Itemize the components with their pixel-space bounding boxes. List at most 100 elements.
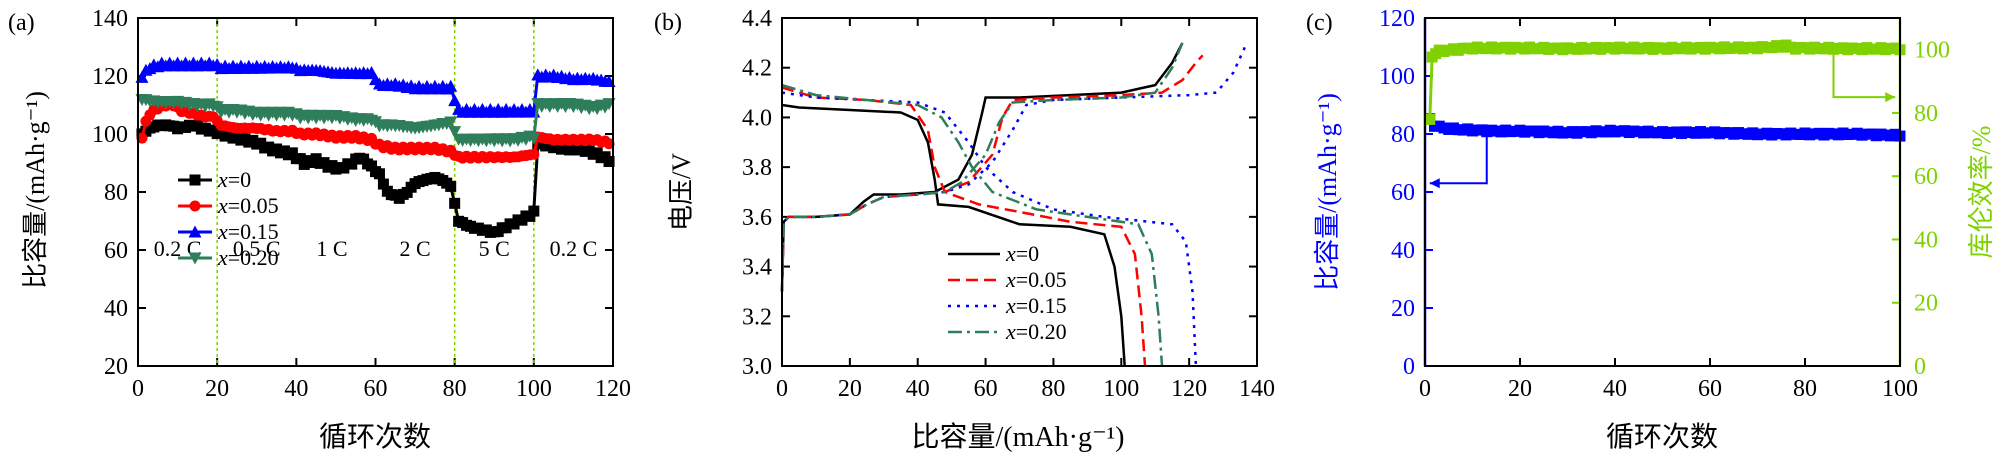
panel-b-legend-label: x=0 bbox=[1005, 241, 1039, 266]
panel-b-discharge-curve bbox=[781, 103, 1126, 367]
panel-a-legend-label: x=0.15 bbox=[217, 219, 279, 244]
panel-c-frame bbox=[1424, 17, 1901, 367]
panel-c-y2label: 库伦效率/% bbox=[1967, 126, 1996, 259]
panel-b-frame bbox=[781, 17, 1258, 367]
panel-a-data-point bbox=[603, 156, 615, 168]
panel-b-label: (b) bbox=[654, 10, 682, 36]
panel-b-xtick-label: 120 bbox=[1171, 376, 1207, 402]
panel-a-legend: x=0x=0.05x=0.15x=0.20 bbox=[178, 167, 279, 270]
panel-a-data-point bbox=[444, 79, 458, 92]
panel-c-efficiency-line bbox=[1428, 43, 1901, 120]
panel-c-right-ytick-label: 60 bbox=[1914, 164, 1938, 190]
panel-a-data-point bbox=[449, 197, 461, 209]
panel-a-ytick-label: 80 bbox=[104, 180, 128, 206]
panel-c-ylabel: 比容量/(mAh·g⁻¹) bbox=[1313, 93, 1342, 291]
panel-c-ytick-label: 20 bbox=[1391, 296, 1415, 322]
panel-a-legend-label: x=0.20 bbox=[217, 245, 279, 270]
panel-a-xtick-label: 40 bbox=[284, 376, 308, 402]
panel-a-xtick-label: 60 bbox=[364, 376, 388, 402]
panel-c-ytick-label: 60 bbox=[1391, 180, 1415, 206]
panel-a-frame bbox=[137, 17, 614, 367]
panel-a-data-point bbox=[445, 180, 457, 192]
panel-a-xlabel: 循环次数 bbox=[319, 421, 431, 453]
panel-a-data-point bbox=[373, 168, 385, 180]
panel-b-discharge-curve bbox=[781, 91, 1198, 367]
panel-b-legend-label: x=0.15 bbox=[1005, 293, 1067, 318]
panel-a-data-point bbox=[528, 205, 540, 217]
panel-a-ytick-label: 100 bbox=[92, 122, 128, 148]
panel-a-rate-label: 0.2 C bbox=[550, 236, 598, 261]
panel-a-legend-marker bbox=[189, 200, 201, 212]
panel-c-ytick-label: 0 bbox=[1403, 354, 1415, 380]
panel-a-xtick-label: 0 bbox=[132, 376, 144, 402]
panel-c-label: (c) bbox=[1306, 10, 1333, 36]
panel-a-xtick-label: 80 bbox=[443, 376, 467, 402]
panel-a-legend-marker bbox=[189, 174, 201, 186]
panel-c-xlabel: 循环次数 bbox=[1606, 421, 1718, 453]
panel-c-ytick-label: 40 bbox=[1391, 238, 1415, 264]
panel-c-right-ytick-label: 40 bbox=[1914, 227, 1938, 253]
panel-c-right-ytick-label: 100 bbox=[1914, 38, 1950, 64]
panel-c-xtick-label: 60 bbox=[1698, 376, 1722, 402]
panel-a-ytick-label: 40 bbox=[104, 296, 128, 322]
panel-a-xtick-label: 20 bbox=[205, 376, 229, 402]
panel-b-ytick-label: 3.2 bbox=[742, 304, 772, 330]
panel-a-rate-label: 2 C bbox=[399, 236, 430, 261]
panel-b-charge-curve bbox=[780, 42, 1184, 292]
panel-b-charge-curve bbox=[780, 42, 1248, 292]
panel-c-ytick-label: 120 bbox=[1379, 6, 1415, 32]
panel-b-discharge-curve bbox=[781, 86, 1147, 367]
panel-a-data-point bbox=[136, 132, 148, 144]
panel-b-xtick-label: 20 bbox=[838, 376, 862, 402]
panel-a-label: (a) bbox=[8, 10, 35, 36]
panel-c-right-ytick-label: 0 bbox=[1914, 354, 1926, 380]
panel-b-xlabel: 比容量/(mAh·g⁻¹) bbox=[912, 421, 1125, 453]
panel-c-efficiency-point bbox=[1424, 113, 1436, 125]
panel-b-ytick-label: 4.0 bbox=[742, 105, 772, 131]
panel-b-xtick-label: 60 bbox=[974, 376, 998, 402]
panel-c-xtick-label: 100 bbox=[1882, 376, 1918, 402]
panel-c-right-ytick-label: 20 bbox=[1914, 291, 1938, 317]
panel-a-ytick-label: 140 bbox=[92, 6, 128, 32]
panel-a-xtick-label: 100 bbox=[516, 376, 552, 402]
panel-a-legend-label: x=0 bbox=[217, 167, 251, 192]
panel-a-legend-label: x=0.05 bbox=[217, 193, 279, 218]
panel-c-xtick-label: 40 bbox=[1603, 376, 1627, 402]
panel-b-charge-curve bbox=[780, 54, 1204, 292]
panel-b-legend-label: x=0.05 bbox=[1005, 267, 1067, 292]
panel-b-ytick-label: 3.8 bbox=[742, 155, 772, 181]
panel-b-charge-curve bbox=[780, 42, 1184, 292]
panel-c-capacity-axis-arrow bbox=[1429, 129, 1488, 185]
panel-b-legend: x=0x=0.05x=0.15x=0.20 bbox=[948, 241, 1067, 344]
panel-b-xtick-label: 40 bbox=[906, 376, 930, 402]
panel-a-ylabel: 比容量/(mAh·g⁻¹) bbox=[21, 91, 50, 289]
panel-c-xtick-label: 0 bbox=[1419, 376, 1431, 402]
panel-a-legend-marker bbox=[188, 225, 202, 238]
panel-b-xtick-label: 80 bbox=[1041, 376, 1065, 402]
panel-c-xtick-label: 80 bbox=[1793, 376, 1817, 402]
panel-a: (a) 0 20 40 60 80 100 120204060801001201400.2 … bbox=[8, 6, 631, 453]
panel-c: (c) 0 20 40 60 80 100020406080100120020406080… bbox=[1306, 6, 1996, 453]
panel-a-data-point bbox=[286, 147, 298, 159]
panel-a-data-point bbox=[377, 178, 389, 190]
panel-b-xtick-label: 140 bbox=[1239, 376, 1275, 402]
panel-b-legend-label: x=0.20 bbox=[1005, 319, 1067, 344]
panel-b-ytick-label: 3.6 bbox=[742, 205, 772, 231]
panel-c-ytick-label: 100 bbox=[1379, 64, 1415, 90]
panel-a-data-point bbox=[448, 94, 462, 107]
panel-a-ytick-label: 60 bbox=[104, 238, 128, 264]
panel-a-legend-marker bbox=[188, 252, 202, 265]
panel-a-data-point bbox=[603, 138, 615, 150]
panel-b: (b) 0 20 40 60 80 100 120 140 3.0 3.2 3.4 3.6 3.8 4.0… bbox=[654, 6, 1275, 453]
panel-a-data-point bbox=[366, 160, 378, 172]
panel-a-data-point bbox=[294, 153, 306, 165]
panel-a-data-point bbox=[448, 126, 462, 139]
panel-c-right-ytick-label: 80 bbox=[1914, 101, 1938, 127]
panel-c-xtick-label: 20 bbox=[1508, 376, 1532, 402]
panel-c-ytick-label: 80 bbox=[1391, 122, 1415, 148]
panel-c-efficiency-axis-arrow bbox=[1832, 48, 1896, 99]
panel-a-rate-label: 5 C bbox=[479, 236, 510, 261]
